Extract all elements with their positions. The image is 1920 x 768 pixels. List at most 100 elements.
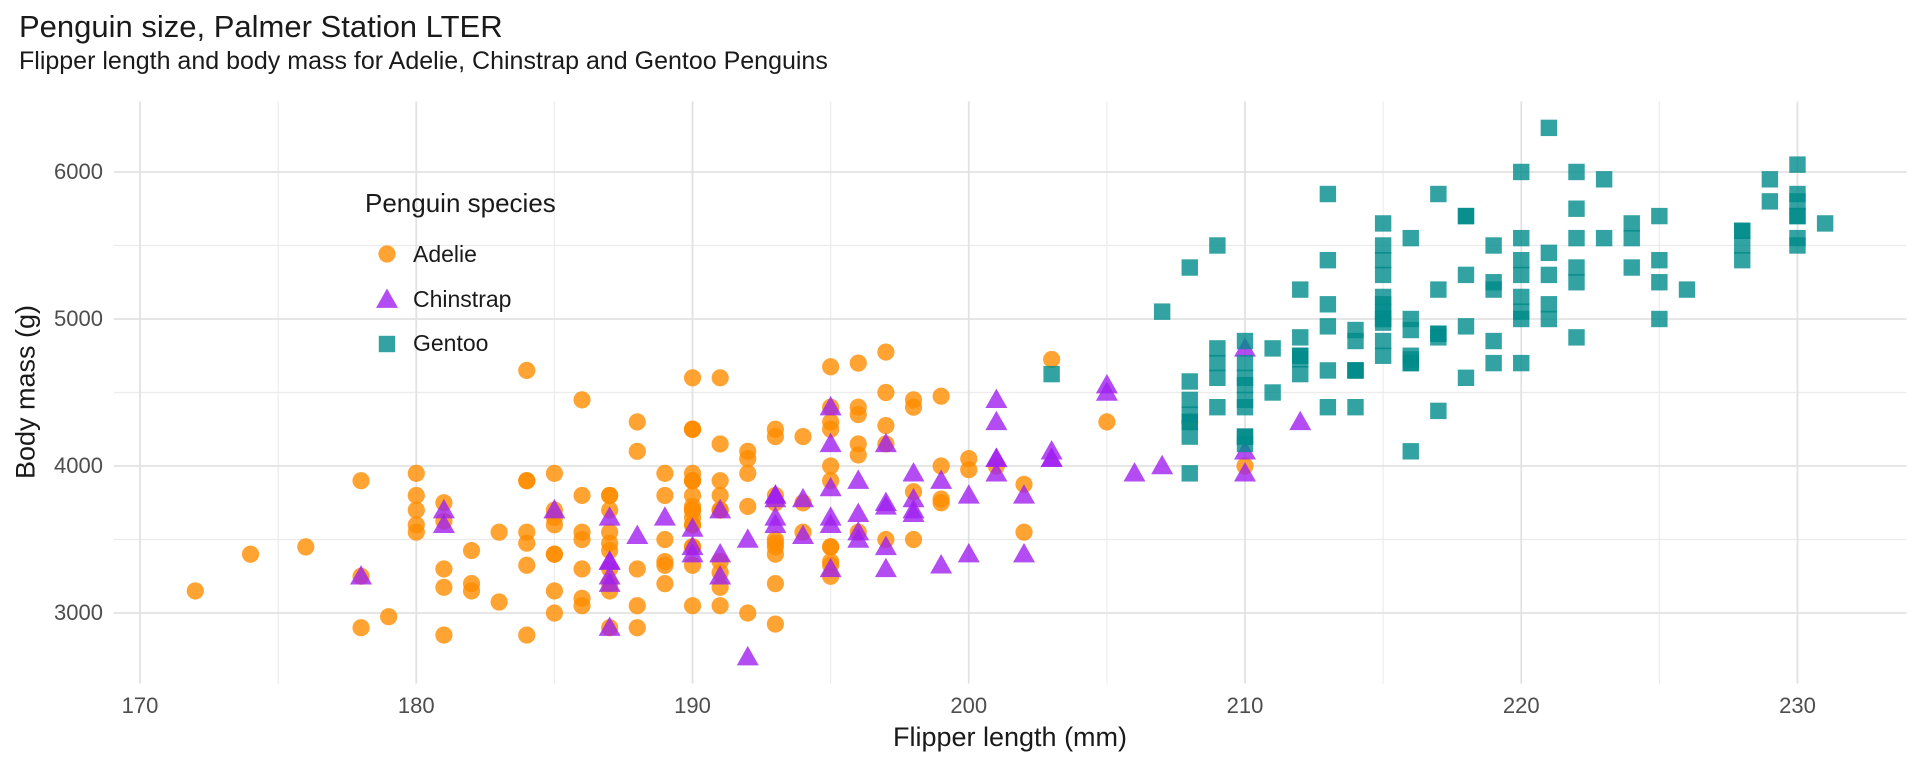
data-point-gentoo xyxy=(1402,351,1419,368)
data-point-gentoo xyxy=(1595,229,1613,247)
data-point-adelie xyxy=(601,486,619,505)
data-point-gentoo xyxy=(1734,251,1751,269)
data-point-gentoo xyxy=(1402,443,1419,460)
data-point-adelie xyxy=(1098,413,1116,431)
data-point-gentoo xyxy=(1374,332,1392,350)
data-point-adelie xyxy=(490,593,508,611)
data-point-chinstrap xyxy=(985,447,1008,467)
data-point-gentoo xyxy=(1347,399,1364,416)
data-point-adelie xyxy=(683,497,702,516)
data-point-gentoo xyxy=(1540,296,1558,313)
data-point-adelie xyxy=(960,461,978,479)
data-point-chinstrap xyxy=(432,498,455,519)
data-point-adelie xyxy=(932,387,950,405)
data-point-gentoo xyxy=(1513,163,1530,181)
data-point-adelie xyxy=(766,545,784,563)
data-point-gentoo xyxy=(1513,229,1530,247)
data-point-chinstrap xyxy=(709,498,732,519)
data-point-gentoo xyxy=(1568,329,1585,346)
x-tick-label: 210 xyxy=(1226,693,1264,718)
data-point-chinstrap xyxy=(1095,381,1118,401)
data-point-gentoo xyxy=(1153,303,1171,320)
data-point-gentoo xyxy=(1236,428,1254,445)
data-point-gentoo xyxy=(1789,237,1806,254)
data-point-adelie xyxy=(849,354,867,372)
data-point-chinstrap xyxy=(1151,454,1174,475)
data-point-chinstrap xyxy=(626,524,649,545)
data-point-adelie xyxy=(462,541,481,560)
data-point-chinstrap xyxy=(598,550,621,570)
data-point-adelie xyxy=(766,615,784,633)
data-point-chinstrap xyxy=(985,388,1008,409)
data-point-chinstrap xyxy=(736,645,759,666)
data-point-gentoo xyxy=(1623,259,1640,276)
data-point-chinstrap xyxy=(874,557,897,578)
data-point-adelie xyxy=(822,538,840,556)
data-point-adelie xyxy=(711,472,729,490)
data-point-adelie xyxy=(932,457,950,475)
x-tick-label: 220 xyxy=(1502,693,1540,718)
data-point-adelie xyxy=(932,490,950,508)
data-point-chinstrap xyxy=(819,432,842,453)
data-point-gentoo xyxy=(1319,251,1337,269)
data-point-chinstrap xyxy=(709,565,732,585)
data-point-gentoo xyxy=(1485,354,1502,372)
data-point-chinstrap xyxy=(1123,462,1146,482)
data-point-gentoo xyxy=(1430,329,1447,346)
data-point-adelie xyxy=(435,626,453,644)
data-point-adelie xyxy=(518,626,536,644)
data-point-adelie xyxy=(628,597,646,615)
data-point-adelie xyxy=(628,413,646,431)
y-tick-label: 5000 xyxy=(54,305,103,331)
data-point-gentoo xyxy=(1236,369,1254,386)
data-point-chinstrap xyxy=(736,528,759,548)
data-point-adelie xyxy=(766,530,784,549)
data-point-chinstrap xyxy=(819,557,842,578)
data-point-chinstrap xyxy=(681,543,704,563)
data-point-adelie xyxy=(297,538,315,556)
data-point-chinstrap xyxy=(543,498,566,519)
data-point-gentoo xyxy=(1734,237,1751,254)
data-point-chinstrap xyxy=(350,565,373,585)
data-point-gentoo xyxy=(1181,259,1198,276)
data-point-gentoo xyxy=(1651,207,1668,225)
data-point-adelie xyxy=(407,523,425,541)
data-point-gentoo xyxy=(1264,384,1281,401)
data-point-gentoo xyxy=(1181,413,1198,431)
data-point-adelie xyxy=(877,343,895,361)
data-point-adelie xyxy=(849,446,867,464)
data-point-gentoo xyxy=(1181,391,1198,409)
data-point-gentoo xyxy=(1043,365,1060,383)
data-point-gentoo xyxy=(1623,229,1640,247)
data-point-chinstrap xyxy=(957,484,980,504)
data-point-adelie xyxy=(545,582,564,600)
data-point-adelie xyxy=(683,472,702,490)
data-point-adelie xyxy=(849,405,867,424)
data-point-adelie xyxy=(407,501,425,519)
data-point-adelie xyxy=(545,464,564,482)
data-point-adelie xyxy=(711,435,729,453)
data-point-gentoo xyxy=(1789,185,1806,203)
data-point-gentoo xyxy=(1319,399,1337,416)
data-point-chinstrap xyxy=(709,543,732,563)
data-point-chinstrap xyxy=(847,528,870,548)
data-point-gentoo xyxy=(1236,399,1254,416)
data-point-gentoo xyxy=(1374,251,1392,269)
data-point-chinstrap xyxy=(1289,410,1312,431)
data-point-adelie xyxy=(656,486,674,505)
legend-entry-chinstrap: Chinstrap xyxy=(374,277,511,322)
data-point-adelie xyxy=(518,556,536,574)
data-point-adelie xyxy=(739,497,757,516)
data-point-adelie xyxy=(545,604,564,622)
data-point-adelie xyxy=(628,442,646,460)
data-point-gentoo xyxy=(1568,259,1585,276)
data-point-gentoo xyxy=(1651,274,1668,291)
data-point-chinstrap xyxy=(847,469,870,489)
data-point-gentoo xyxy=(1485,237,1502,254)
x-tick-label: 170 xyxy=(121,693,159,718)
data-point-chinstrap xyxy=(1013,484,1036,504)
data-point-gentoo xyxy=(1457,318,1475,335)
x-tick-label: 190 xyxy=(674,693,711,718)
data-point-adelie xyxy=(711,486,729,505)
